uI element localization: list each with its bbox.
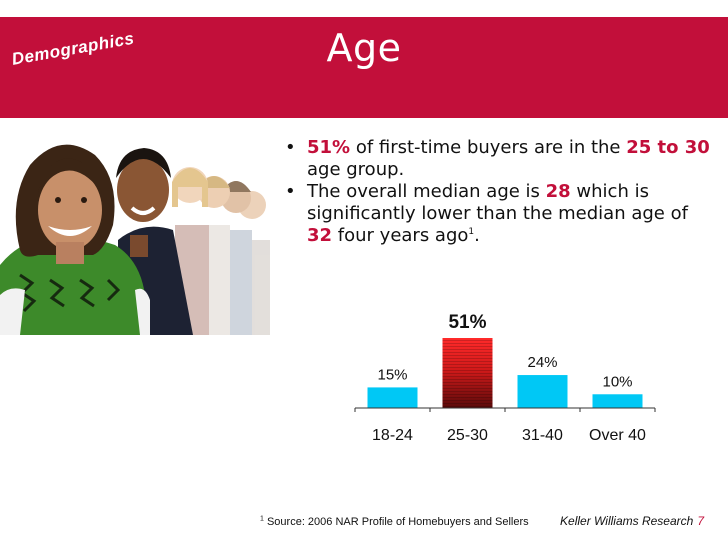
bullet-first-time-buyers: 51% of first-time buyers are in the 25 t…	[283, 137, 713, 181]
category-label-18-24: 18-24	[372, 427, 413, 444]
value-label-18-24: 15%	[377, 366, 407, 383]
bullet-median-age: The overall median age is 28 which is si…	[283, 181, 713, 247]
research-credit: Keller Williams Research 7	[560, 514, 704, 528]
highlight-value: 25 to 30	[626, 137, 710, 158]
value-label-over-40: 10%	[602, 373, 632, 390]
bar-31-40	[517, 375, 568, 408]
bar-over-40	[592, 394, 643, 408]
bar-18-24	[367, 387, 418, 408]
category-label-31-40: 31-40	[522, 427, 563, 444]
highlight-value: 32	[307, 225, 333, 246]
background-people	[172, 167, 270, 335]
bullet-text: of first-time buyers are in the	[350, 137, 627, 158]
footnote-ref: 1	[468, 227, 475, 237]
bullet-list: 51% of first-time buyers are in the 25 t…	[283, 137, 713, 247]
chart-category-labels: 18-24 25-30 31-40 Over 40	[372, 427, 646, 444]
age-bar-chart: 15% 51% 24% 10% 18-24 25-30 31-40 Over 40	[354, 312, 656, 444]
highlight-value: 28	[545, 181, 571, 202]
title-banner	[0, 17, 728, 118]
bullet-text: .	[474, 225, 480, 246]
bullet-text: which is significantly lower than the me…	[307, 181, 688, 224]
slide-title: Age	[326, 26, 402, 70]
credit-text: Keller Williams Research	[560, 514, 694, 528]
page-number: 7	[697, 514, 704, 528]
chart-x-axis	[354, 407, 656, 412]
chart-bars	[367, 338, 643, 408]
value-label-25-30: 51%	[448, 312, 486, 333]
category-label-25-30: 25-30	[447, 427, 488, 444]
bullet-text: age group.	[307, 159, 405, 180]
source-footnote: 1 Source: 2006 NAR Profile of Homebuyers…	[260, 515, 529, 528]
footnote-marker: 1	[260, 515, 264, 523]
bullet-text: The overall median age is	[307, 181, 546, 202]
category-label-over-40: Over 40	[589, 427, 646, 444]
footnote-text: Source: 2006 NAR Profile of Homebuyers a…	[266, 516, 529, 528]
bullet-text: four years ago	[332, 225, 469, 246]
chart-value-labels: 15% 51% 24% 10%	[377, 312, 632, 390]
bar-highlight-texture	[442, 338, 493, 408]
front-woman	[0, 144, 150, 335]
group-photo	[0, 130, 275, 335]
value-label-31-40: 24%	[527, 354, 557, 371]
highlight-value: 51%	[307, 137, 351, 158]
